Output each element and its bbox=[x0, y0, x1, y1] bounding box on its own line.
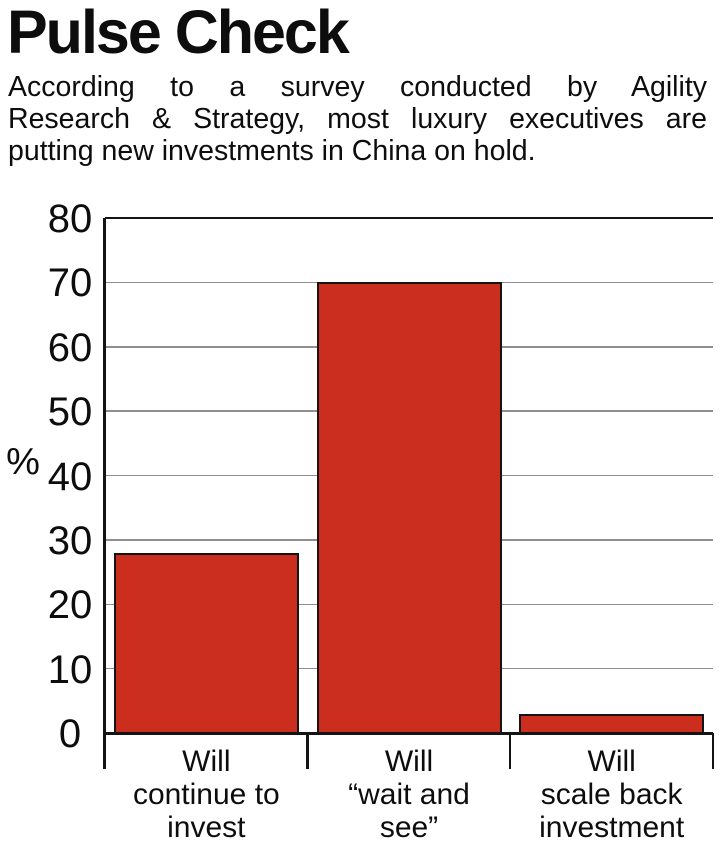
page-title: Pulse Check bbox=[7, 0, 350, 66]
category-label: Will “wait and see” bbox=[302, 745, 516, 844]
category-label-line: continue to bbox=[132, 778, 280, 811]
bar bbox=[113, 552, 299, 735]
y-tick-label: 40 bbox=[47, 454, 93, 499]
category-label: Will continue to invest bbox=[99, 745, 313, 844]
y-tick-label: 10 bbox=[47, 647, 93, 692]
plot-top-border bbox=[105, 217, 713, 219]
x-tick-mark bbox=[508, 733, 512, 769]
category-label-line: Will bbox=[182, 745, 231, 778]
x-axis bbox=[103, 731, 713, 735]
y-tick-label: 70 bbox=[47, 261, 93, 306]
category-label: Will scale back investment bbox=[505, 745, 719, 844]
bar bbox=[316, 282, 502, 735]
y-tick-label: 20 bbox=[47, 583, 93, 628]
category-label-line: Will bbox=[587, 745, 636, 778]
y-tick-label: 30 bbox=[47, 518, 93, 563]
subtitle-line: According to a survey conducted by Agili… bbox=[8, 71, 707, 103]
y-tick-label: 80 bbox=[47, 197, 93, 241]
y-tick-label: 60 bbox=[47, 325, 93, 370]
y-tick-label: 50 bbox=[47, 390, 93, 435]
y-axis bbox=[103, 218, 106, 769]
category-label-line: “wait and bbox=[348, 778, 470, 811]
subtitle: According to a survey conducted by Agili… bbox=[8, 71, 707, 167]
subtitle-line: putting new investments in China on hold… bbox=[8, 135, 536, 167]
category-label-line: invest bbox=[167, 811, 246, 844]
subtitle-line: Research & Strategy, most luxury executi… bbox=[8, 103, 707, 135]
y-tick-label: 0 bbox=[58, 712, 82, 756]
category-label-line: Will bbox=[384, 745, 434, 778]
x-tick-mark bbox=[711, 733, 714, 769]
category-label-line: see” bbox=[379, 811, 439, 844]
x-tick-mark bbox=[306, 733, 309, 769]
category-label-line: investment bbox=[539, 811, 685, 844]
y-axis-unit-label: % bbox=[6, 441, 40, 483]
category-label-line: scale back bbox=[540, 778, 683, 811]
